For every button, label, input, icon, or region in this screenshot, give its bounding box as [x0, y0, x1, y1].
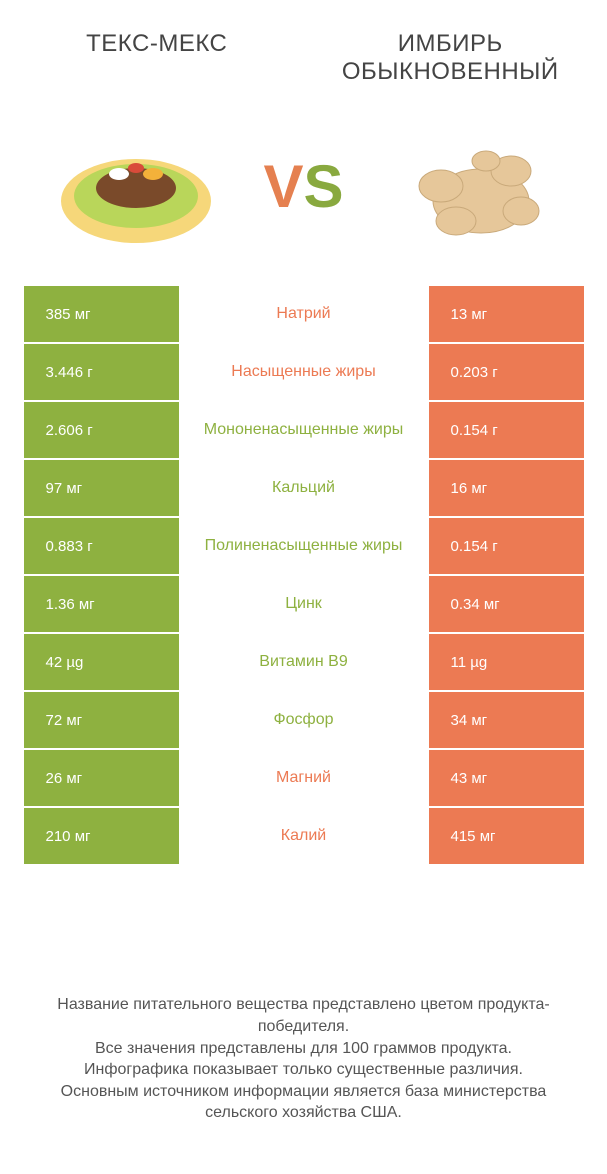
nutrient-label: Мононенасыщенные жиры: [179, 402, 429, 458]
table-row: 210 мгКалий415 мг: [24, 808, 584, 866]
table-row: 0.883 гПолиненасыщенные жиры0.154 г: [24, 518, 584, 576]
value-right: 13 мг: [429, 286, 584, 342]
nutrient-label: Цинк: [179, 576, 429, 632]
value-left: 42 µg: [24, 634, 179, 690]
value-right: 415 мг: [429, 808, 584, 864]
footer-line-4: Основным источником информации является …: [30, 1081, 577, 1124]
vs-v: V: [263, 152, 303, 221]
footer-notes: Название питательного вещества представл…: [0, 994, 607, 1124]
table-row: 97 мгКальций16 мг: [24, 460, 584, 518]
nutrient-label: Калий: [179, 808, 429, 864]
comparison-table: 385 мгНатрий13 мг3.446 гНасыщенные жиры0…: [24, 286, 584, 866]
footer-line-2: Все значения представлены для 100 граммо…: [30, 1038, 577, 1060]
footer-line-3: Инфографика показывает только существенн…: [30, 1059, 577, 1081]
value-right: 16 мг: [429, 460, 584, 516]
table-row: 72 мгФосфор34 мг: [24, 692, 584, 750]
title-left: ТЕКС-МЕКС: [10, 30, 304, 86]
value-left: 2.606 г: [24, 402, 179, 458]
value-left: 385 мг: [24, 286, 179, 342]
table-row: 26 мгМагний43 мг: [24, 750, 584, 808]
nutrient-label: Магний: [179, 750, 429, 806]
value-right: 0.154 г: [429, 518, 584, 574]
value-right: 34 мг: [429, 692, 584, 748]
value-left: 210 мг: [24, 808, 179, 864]
nutrient-label: Фосфор: [179, 692, 429, 748]
value-right: 11 µg: [429, 634, 584, 690]
food-right-image: [386, 116, 556, 256]
nutrient-label: Насыщенные жиры: [179, 344, 429, 400]
table-row: 3.446 гНасыщенные жиры0.203 г: [24, 344, 584, 402]
nutrient-label: Полиненасыщенные жиры: [179, 518, 429, 574]
table-row: 2.606 гМононенасыщенные жиры0.154 г: [24, 402, 584, 460]
value-right: 0.203 г: [429, 344, 584, 400]
table-row: 1.36 мгЦинк0.34 мг: [24, 576, 584, 634]
footer-line-1: Название питательного вещества представл…: [30, 994, 577, 1037]
value-left: 26 мг: [24, 750, 179, 806]
vs-s: S: [304, 152, 344, 221]
titles-row: ТЕКС-МЕКС ИМБИРЬ ОБЫКНОВЕННЫЙ: [0, 0, 607, 96]
value-right: 0.34 мг: [429, 576, 584, 632]
title-right: ИМБИРЬ ОБЫКНОВЕННЫЙ: [304, 30, 598, 86]
value-left: 97 мг: [24, 460, 179, 516]
value-left: 1.36 мг: [24, 576, 179, 632]
value-right: 43 мг: [429, 750, 584, 806]
nutrient-label: Кальций: [179, 460, 429, 516]
value-right: 0.154 г: [429, 402, 584, 458]
hero-row: VS: [0, 96, 607, 286]
nutrient-label: Витамин B9: [179, 634, 429, 690]
table-row: 385 мгНатрий13 мг: [24, 286, 584, 344]
value-left: 0.883 г: [24, 518, 179, 574]
value-left: 3.446 г: [24, 344, 179, 400]
table-row: 42 µgВитамин B911 µg: [24, 634, 584, 692]
nutrient-label: Натрий: [179, 286, 429, 342]
food-left-image: [51, 116, 221, 256]
value-left: 72 мг: [24, 692, 179, 748]
vs-label: VS: [263, 152, 343, 221]
